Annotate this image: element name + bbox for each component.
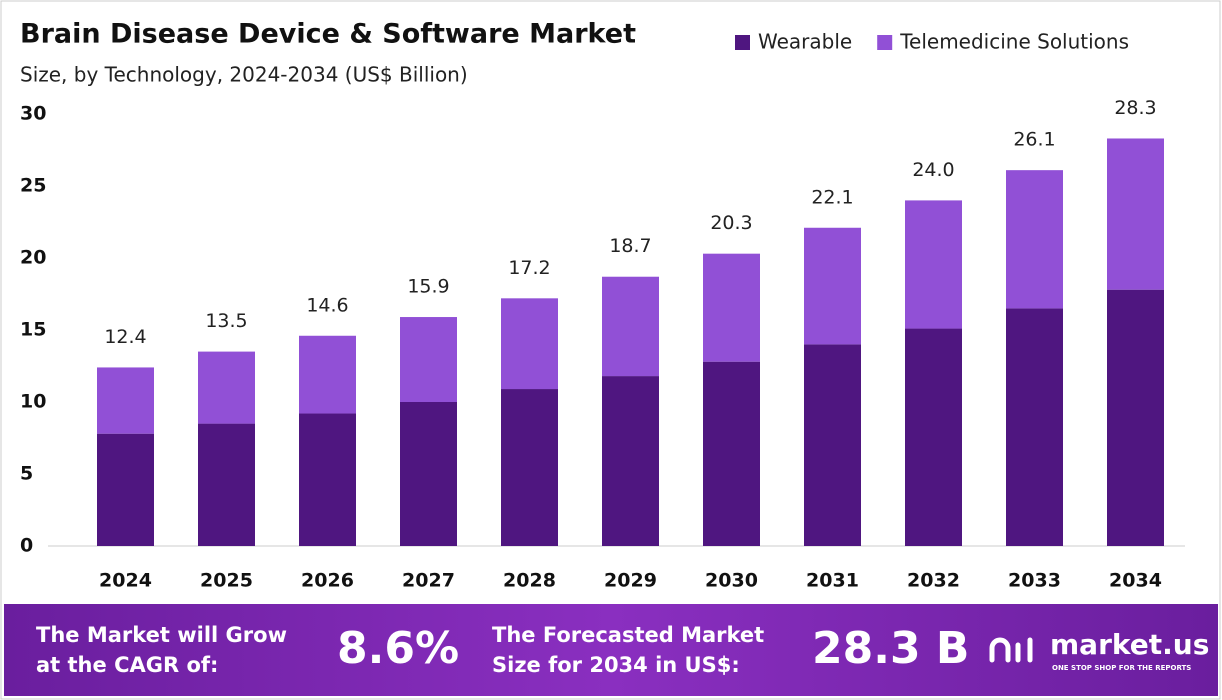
cagr-value: 8.6% [337, 623, 459, 674]
y-tick-label: 30 [20, 103, 46, 125]
bar-segment [501, 298, 558, 390]
x-tick-label: 2032 [907, 570, 960, 592]
y-tick-label: 25 [20, 175, 46, 197]
footer-banner [4, 604, 1218, 696]
bar-segment [602, 276, 659, 377]
y-tick-label: 20 [20, 247, 46, 269]
y-tick-label: 0 [20, 535, 33, 557]
cagr-label: The Market will Grow [36, 623, 287, 647]
bar-segment [1107, 289, 1164, 546]
x-tick-label: 2034 [1109, 570, 1162, 592]
bar-segment [400, 317, 457, 402]
bar-segment [602, 376, 659, 546]
x-tick-label: 2030 [705, 570, 758, 592]
bar-segment [198, 423, 255, 546]
bar-segment [299, 413, 356, 546]
total-label: 12.4 [104, 326, 146, 348]
bar-segment [1006, 170, 1063, 309]
brand: market.us [1050, 628, 1209, 661]
bar-segment [1107, 138, 1164, 290]
x-tick-label: 2028 [503, 570, 556, 592]
total-label: 26.1 [1013, 129, 1055, 151]
bar-segment [299, 335, 356, 414]
x-tick-label: 2026 [301, 570, 354, 592]
tagline: ONE STOP SHOP FOR THE REPORTS [1052, 664, 1191, 672]
total-label: 18.7 [609, 235, 651, 257]
total-label: 13.5 [205, 310, 247, 332]
bar-segment [905, 328, 962, 546]
x-tick-label: 2025 [200, 570, 253, 592]
bar-segment [1006, 308, 1063, 546]
chart-title: Brain Disease Device & Software Market [20, 19, 636, 50]
total-label: 28.3 [1114, 97, 1156, 119]
y-tick-label: 5 [20, 463, 33, 485]
legend-swatch [877, 35, 893, 50]
forecast-label: Size for 2034 in US$: [492, 653, 740, 677]
bar-segment [97, 433, 154, 546]
total-label: 24.0 [912, 159, 954, 181]
bar-segment [804, 227, 861, 345]
bar-segment [400, 402, 457, 546]
footer: The Market will Grow at the CAGR of: 8.6… [36, 623, 1209, 677]
x-tick-label: 2029 [604, 570, 657, 592]
bar-segment [703, 253, 760, 362]
y-tick-label: 10 [20, 391, 46, 413]
legend-label: Wearable [758, 30, 852, 54]
total-label: 14.6 [306, 294, 348, 316]
bar-segment [703, 361, 760, 546]
brand-logo [989, 637, 1033, 663]
y-tick-label: 15 [20, 319, 46, 341]
bar-segment [198, 351, 255, 424]
bar-segment [501, 389, 558, 546]
cagr-label: at the CAGR of: [36, 653, 218, 677]
bar-segment [97, 367, 154, 434]
chart-subtitle: Size, by Technology, 2024-2034 (US$ Bill… [20, 63, 468, 87]
total-label: 15.9 [407, 276, 449, 298]
x-tick-label: 2033 [1008, 570, 1061, 592]
total-label: 20.3 [710, 212, 752, 234]
x-tick-label: 2024 [99, 570, 152, 592]
legend-swatch [735, 35, 750, 50]
total-label: 17.2 [508, 257, 550, 279]
bar-segment [804, 344, 861, 546]
total-label: 22.1 [811, 186, 853, 208]
forecast-value: 28.3 B [812, 623, 969, 674]
forecast-label: The Forecasted Market [492, 623, 764, 647]
x-tick-label: 2027 [402, 570, 455, 592]
bar-segment [905, 200, 962, 329]
legend-label: Telemedicine Solutions [899, 30, 1129, 54]
x-tick-label: 2031 [806, 570, 859, 592]
